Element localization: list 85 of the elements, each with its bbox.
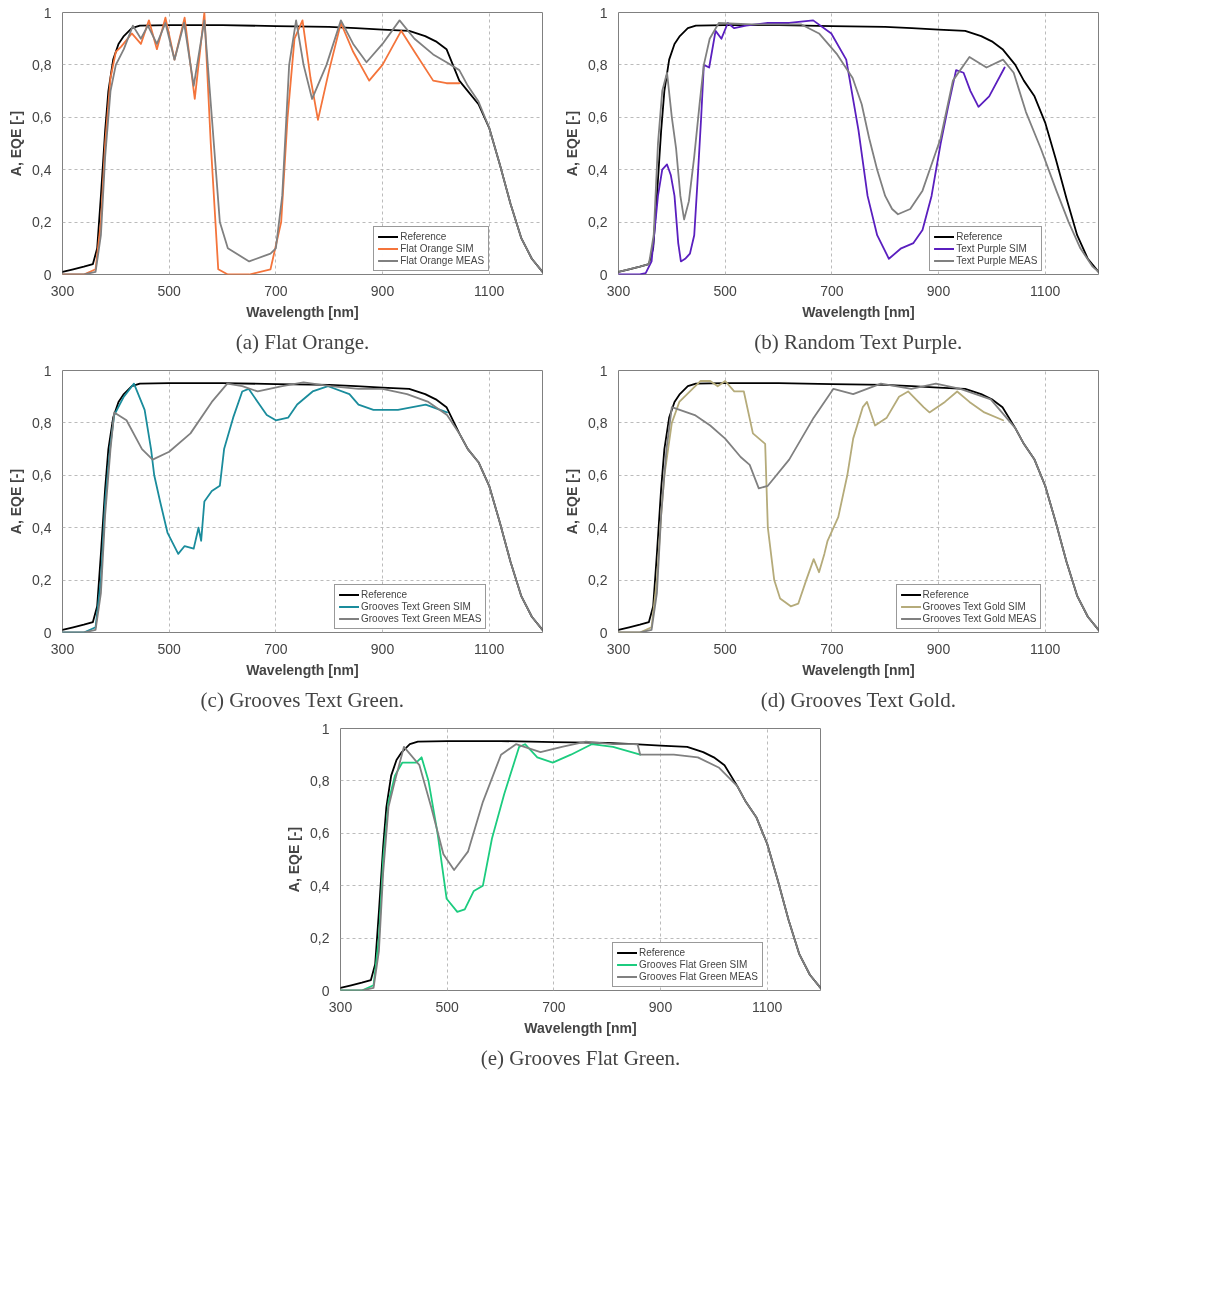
legend-label: Grooves Text Gold MEAS bbox=[922, 613, 1037, 624]
legend-label: Text Purple MEAS bbox=[956, 255, 1038, 266]
y-tick-label: 0 bbox=[599, 266, 608, 283]
x-axis-title: Wavelength [nm] bbox=[246, 303, 359, 320]
x-tick-label: 300 bbox=[606, 640, 631, 657]
y-tick-label: 0,2 bbox=[310, 930, 330, 947]
y-tick-label: 0,4 bbox=[310, 877, 330, 894]
x-tick-label: 700 bbox=[542, 998, 566, 1015]
legend-label: Reference bbox=[922, 589, 969, 600]
y-tick-label: 0,6 bbox=[310, 825, 330, 842]
x-tick-label: 500 bbox=[157, 282, 182, 299]
y-tick-label: 0,8 bbox=[32, 414, 52, 431]
y-tick-label: 1 bbox=[321, 720, 330, 737]
legend-label: Reference bbox=[639, 947, 686, 958]
x-tick-label: 700 bbox=[264, 282, 288, 299]
text: (d) Grooves Text Gold. bbox=[760, 687, 956, 712]
y-tick-label: 0,4 bbox=[588, 519, 608, 536]
text: (b) Random Text Purple. bbox=[754, 329, 963, 354]
y-tick-label: 1 bbox=[599, 362, 608, 379]
x-tick-label: 300 bbox=[328, 998, 353, 1015]
legend-label: Grooves Flat Green MEAS bbox=[639, 971, 758, 982]
text: (c) Grooves Text Green. bbox=[200, 687, 405, 712]
x-tick-label: 1100 bbox=[1030, 282, 1061, 299]
y-tick-label: 0,6 bbox=[32, 467, 52, 484]
y-tick-label: 0,8 bbox=[32, 56, 52, 73]
y-tick-label: 0,6 bbox=[588, 109, 608, 126]
x-tick-label: 700 bbox=[820, 640, 844, 657]
y-tick-label: 1 bbox=[599, 4, 608, 21]
legend-label: Grooves Flat Green SIM bbox=[639, 959, 748, 970]
text: (a) Flat Orange. bbox=[235, 329, 370, 354]
x-tick-label: 300 bbox=[50, 282, 75, 299]
x-tick-label: 500 bbox=[435, 998, 460, 1015]
y-tick-label: 0,6 bbox=[32, 109, 52, 126]
x-tick-label: 300 bbox=[606, 282, 631, 299]
y-tick-label: 0,2 bbox=[588, 214, 608, 231]
text: (e) Grooves Flat Green. bbox=[480, 1045, 681, 1070]
x-tick-label: 900 bbox=[648, 998, 673, 1015]
y-tick-label: 0,2 bbox=[32, 214, 52, 231]
legend-label: Grooves Text Green SIM bbox=[361, 601, 471, 612]
y-tick-label: 0,2 bbox=[588, 572, 608, 589]
x-axis-title: Wavelength [nm] bbox=[802, 661, 915, 678]
y-axis-title: A, EQE [-] bbox=[564, 468, 581, 535]
y-tick-label: 0,4 bbox=[32, 519, 52, 536]
y-axis-title: A, EQE [-] bbox=[564, 110, 581, 177]
legend-label: Reference bbox=[400, 231, 447, 242]
legend-label: Reference bbox=[361, 589, 408, 600]
x-tick-label: 900 bbox=[370, 282, 395, 299]
x-tick-label: 900 bbox=[370, 640, 395, 657]
y-tick-label: 0,8 bbox=[310, 772, 330, 789]
y-tick-label: 0,6 bbox=[588, 467, 608, 484]
x-tick-label: 1100 bbox=[752, 998, 783, 1015]
x-tick-label: 500 bbox=[157, 640, 182, 657]
y-tick-label: 0,8 bbox=[588, 56, 608, 73]
y-tick-label: 0 bbox=[599, 624, 608, 641]
y-tick-label: 0,4 bbox=[588, 161, 608, 178]
y-tick-label: 0 bbox=[321, 982, 330, 999]
y-axis-title: A, EQE [-] bbox=[286, 826, 303, 893]
x-tick-label: 1100 bbox=[1030, 640, 1061, 657]
x-tick-label: 1100 bbox=[474, 282, 505, 299]
x-tick-label: 500 bbox=[713, 282, 738, 299]
legend-label: Text Purple SIM bbox=[956, 243, 1027, 254]
y-tick-label: 0,2 bbox=[32, 572, 52, 589]
x-axis-title: Wavelength [nm] bbox=[246, 661, 359, 678]
x-tick-label: 700 bbox=[264, 640, 288, 657]
y-tick-label: 0,4 bbox=[32, 161, 52, 178]
legend-label: Grooves Text Green MEAS bbox=[361, 613, 482, 624]
y-axis-title: A, EQE [-] bbox=[8, 468, 25, 535]
x-tick-label: 1100 bbox=[474, 640, 505, 657]
x-tick-label: 900 bbox=[926, 640, 951, 657]
y-tick-label: 1 bbox=[43, 362, 52, 379]
x-tick-label: 500 bbox=[713, 640, 738, 657]
y-tick-label: 0,8 bbox=[588, 414, 608, 431]
x-axis-title: Wavelength [nm] bbox=[802, 303, 915, 320]
legend-label: Flat Orange SIM bbox=[400, 243, 474, 254]
x-tick-label: 300 bbox=[50, 640, 75, 657]
legend-label: Flat Orange MEAS bbox=[400, 255, 485, 266]
x-axis-title: Wavelength [nm] bbox=[524, 1019, 637, 1036]
y-tick-label: 0 bbox=[43, 266, 52, 283]
y-tick-label: 1 bbox=[43, 4, 52, 21]
legend-label: Grooves Text Gold SIM bbox=[922, 601, 1026, 612]
y-tick-label: 0 bbox=[43, 624, 52, 641]
x-tick-label: 900 bbox=[926, 282, 951, 299]
x-tick-label: 700 bbox=[820, 282, 844, 299]
y-axis-title: A, EQE [-] bbox=[8, 110, 25, 177]
legend-label: Reference bbox=[956, 231, 1003, 242]
